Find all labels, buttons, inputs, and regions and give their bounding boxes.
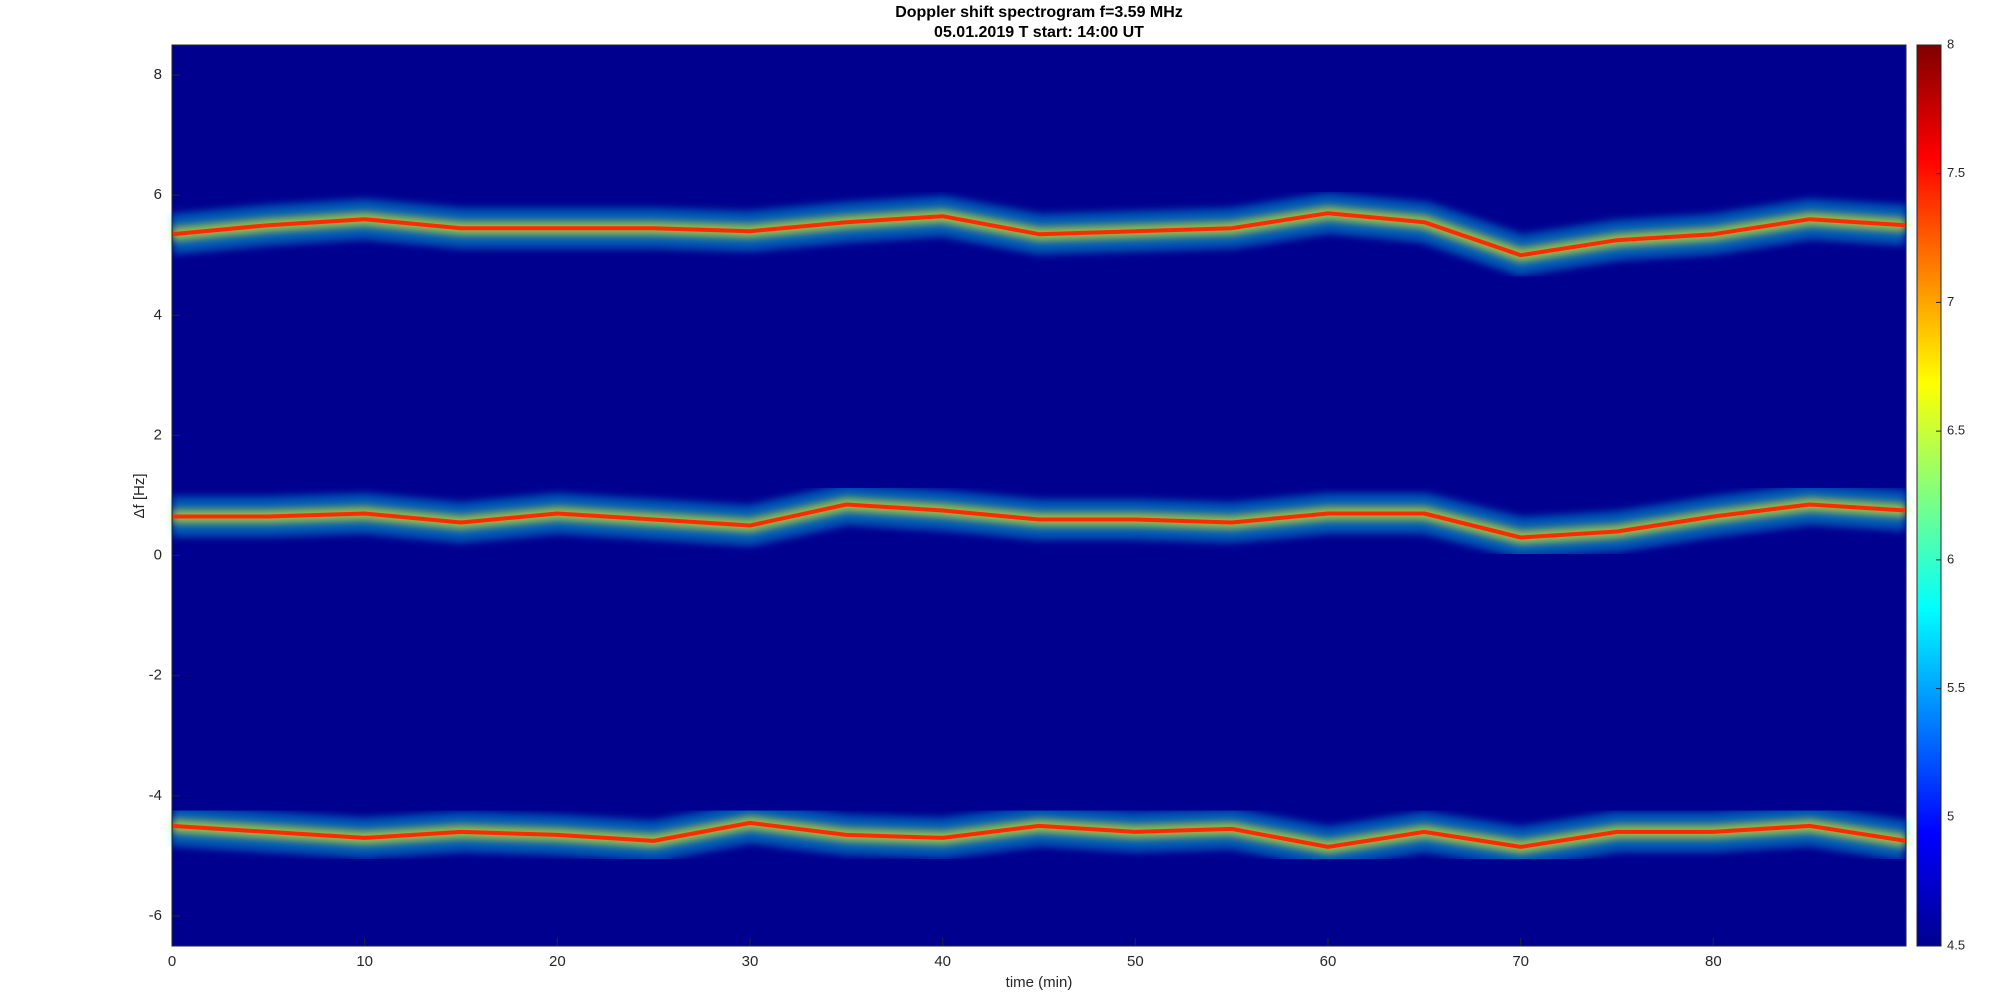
colorbar-tick-label: 8 [1947, 36, 1954, 51]
colorbar-tick-label: 5 [1947, 809, 1954, 824]
trace [172, 502, 1907, 540]
plot-background [172, 45, 1906, 946]
x-tick-label: 10 [356, 953, 373, 970]
x-tick-label: 60 [1320, 953, 1337, 970]
y-tick-label: -6 [149, 907, 162, 924]
trace [171, 211, 1907, 258]
y-axis-label: Δf [Hz] [131, 473, 148, 518]
y-tick-label: -4 [149, 787, 162, 804]
y-tick-label: 2 [154, 426, 162, 443]
y-tick-label: 6 [154, 186, 162, 203]
y-tick-label: -2 [149, 667, 162, 684]
chart-title: Doppler shift spectrogram f=3.59 MHz [895, 4, 1183, 21]
chart-subtitle: 05.01.2019 T start: 14:00 UT [934, 24, 1144, 41]
x-tick-label: 20 [549, 953, 566, 970]
colorbar-tick-label: 6.5 [1947, 423, 1965, 438]
x-axis-label: time (min) [1006, 974, 1073, 991]
x-tick-label: 80 [1705, 953, 1722, 970]
plot-frame [171, 44, 1907, 947]
x-tick-label: 0 [168, 953, 176, 970]
x-tick-label: 70 [1512, 953, 1529, 970]
colorbar-tick-label: 4.5 [1947, 937, 1965, 952]
y-tick-label: 0 [154, 547, 162, 564]
colorbar-tick-label: 7 [1947, 294, 1954, 309]
x-tick-label: 40 [934, 953, 951, 970]
colorbar-tick-label: 5.5 [1947, 680, 1965, 695]
colorbar-tick-label: 7.5 [1947, 165, 1965, 180]
trace [171, 820, 1907, 849]
x-tick-label: 30 [742, 953, 759, 970]
colorbar [1916, 44, 1942, 947]
y-tick-label: 4 [154, 306, 162, 323]
x-tick-label: 50 [1127, 953, 1144, 970]
y-tick-label: 8 [154, 66, 162, 83]
colorbar-tick-label: 6 [1947, 551, 1954, 566]
